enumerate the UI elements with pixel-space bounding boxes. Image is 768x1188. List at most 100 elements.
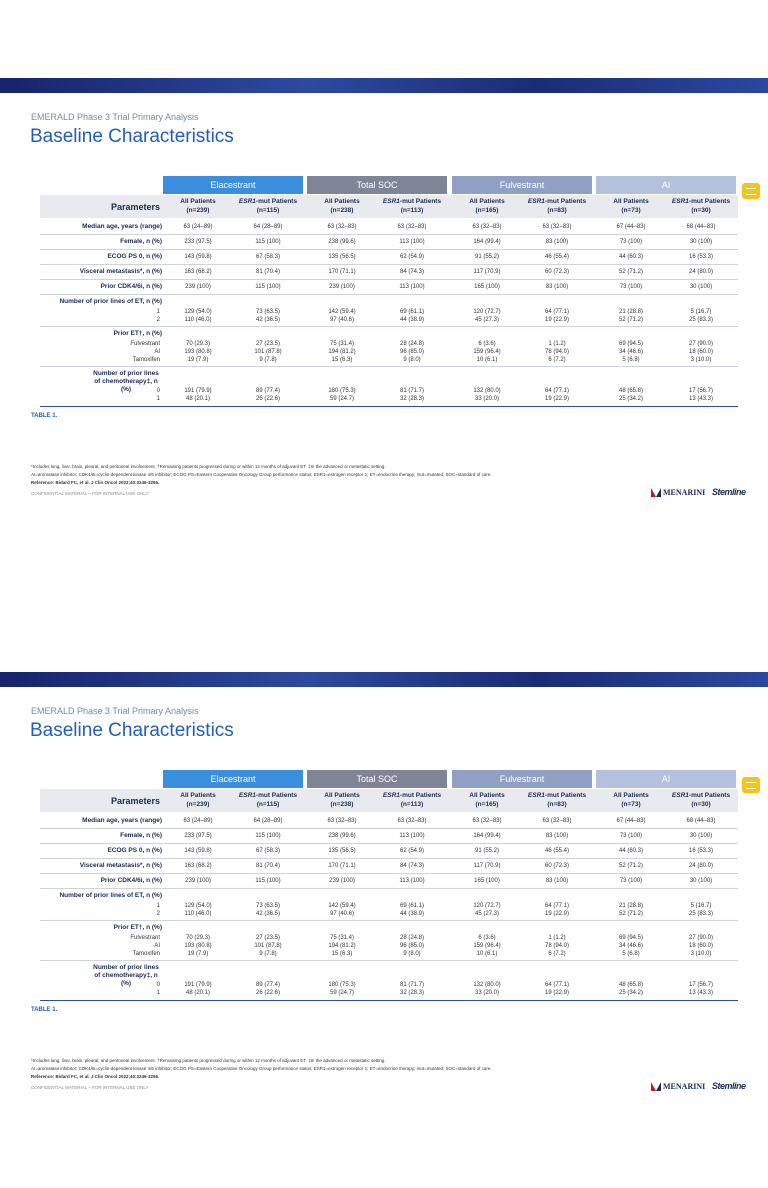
subheader-n: (n=239) [186, 801, 210, 808]
cell: 135 (56.5) [328, 848, 356, 854]
row-separator [40, 873, 738, 874]
cell: 70 (29.3) [185, 341, 210, 347]
cell: 78 (94.0) [544, 943, 569, 949]
cell: 110 (46.0) [184, 911, 212, 917]
cell: 81 (71.7) [399, 982, 424, 988]
cell: 13 (43.3) [688, 396, 713, 402]
cell: 26 (22.6) [255, 990, 280, 996]
cell: 46 (55.4) [544, 254, 569, 260]
cell: 19 (22.9) [544, 990, 569, 996]
subheader: ESR1-mut Patients [228, 198, 308, 206]
cell: 52 (71.2) [618, 317, 643, 323]
footnote: AI=aromatase inhibitor; CDK4/6i=cyclin-d… [31, 1066, 492, 1071]
cell: 59 (24.7) [329, 990, 354, 996]
cell: 10 (6.1) [476, 357, 498, 363]
row-separator [40, 888, 738, 889]
subheader: ESR1-mut Patients [517, 198, 597, 206]
cell: 42 (36.5) [255, 317, 280, 323]
title: Baseline Characteristics [30, 126, 234, 147]
cell: 30 (100) [689, 878, 713, 884]
cell: 52 (71.2) [618, 269, 643, 275]
row-label: Female, n (%) [120, 238, 162, 245]
cell: 16 (53.3) [688, 848, 713, 854]
cell: 24 (80.0) [688, 269, 713, 275]
cell: 15 (6.3) [331, 951, 353, 957]
cell: 117 (70.9) [473, 863, 501, 869]
logo-mark [651, 1082, 661, 1091]
cell: 69 (94.5) [618, 935, 643, 941]
cell: 73 (100) [619, 284, 643, 290]
logo-sub: Stemline [712, 1081, 746, 1091]
subheader: All Patients [591, 792, 671, 800]
cell: 21 (28.8) [618, 309, 643, 315]
row-label: Prior ET†, n (%) [113, 924, 162, 931]
cell: 96 (85.0) [399, 349, 424, 355]
cell: 233 (97.5) [184, 833, 212, 839]
subheader-n: (n=165) [475, 801, 499, 808]
cell: 24 (80.0) [688, 863, 713, 869]
cell: 180 (75.3) [328, 388, 356, 394]
row-label: Prior CDK4/6i, n (%) [100, 877, 162, 884]
cell: 97 (40.6) [329, 911, 354, 917]
caption: TABLE 1. [31, 1007, 58, 1013]
group-header: AI [596, 176, 736, 194]
row-separator [40, 326, 738, 327]
group-header: AI [596, 770, 736, 788]
cell: 9 (7.8) [259, 357, 277, 363]
cell: 75 (31.4) [329, 935, 354, 941]
cell: 67 (58.3) [255, 848, 280, 854]
cell: 194 (81.2) [328, 943, 356, 949]
subtitle: EMERALD Phase 3 Trial Primary Analysis [31, 706, 199, 716]
cell: 5 (16.7) [690, 903, 712, 909]
cell: 83 (100) [545, 833, 569, 839]
cell: 10 (6.1) [476, 951, 498, 957]
cell: 15 (6.3) [331, 357, 353, 363]
cell: 113 (100) [399, 284, 425, 290]
cell: 115 (100) [255, 878, 281, 884]
cell: 63 (32–83) [472, 224, 502, 230]
confidential: CONFIDENTIAL MATERIAL – FOR INTERNAL USE… [31, 491, 149, 496]
cell: 143 (59.8) [184, 254, 212, 260]
cell: 84 (74.3) [399, 863, 424, 869]
cell: 191 (79.9) [184, 982, 212, 988]
group-header: Fulvestrant [452, 770, 592, 788]
subheader-n: (n=83) [547, 207, 567, 214]
cell: 120 (72.7) [473, 903, 501, 909]
row-sublabel: Fulvestrant [130, 935, 160, 941]
cell: 1 (1.2) [548, 341, 566, 347]
cell: 34 (46.6) [618, 349, 643, 355]
subheader-bg [40, 789, 738, 812]
cell: 113 (100) [399, 878, 425, 884]
chat-icon[interactable] [742, 777, 760, 793]
subheader-n: (n=113) [400, 801, 424, 808]
slide: EMERALD Phase 3 Trial Primary Analysis Ba… [0, 78, 768, 497]
cell: 165 (100) [474, 878, 500, 884]
cell: 28 (24.8) [399, 341, 424, 347]
cell: 70 (29.3) [185, 935, 210, 941]
cell: 67 (44–83) [616, 224, 646, 230]
cell: 63 (32–83) [397, 224, 427, 230]
subheader-n: (n=115) [256, 801, 280, 808]
subheader-text: All Patients [469, 198, 505, 205]
cell: 48 (20.1) [185, 990, 210, 996]
cell: 6 (7.2) [548, 357, 566, 363]
row-separator [40, 843, 738, 844]
subheader-italic: ESR1 [382, 198, 400, 205]
logo-sub: Stemline [712, 487, 746, 497]
subheader: All Patients [302, 792, 382, 800]
cell: 239 (100) [185, 284, 211, 290]
subheader: ESR1-mut Patients [661, 792, 741, 800]
row-separator [40, 366, 738, 367]
row-separator [40, 828, 738, 829]
subheader-italic: ESR1 [671, 792, 689, 799]
row-label: Number of prior lines of chemotherapy‡, … [93, 370, 159, 393]
cell: 48 (65.8) [618, 388, 643, 394]
cell: 60 (72.3) [544, 863, 569, 869]
group-header: Fulvestrant [452, 176, 592, 194]
cell: 9 (8.0) [403, 951, 421, 957]
chat-icon[interactable] [742, 183, 760, 199]
subheader-text: -mut Patients [255, 792, 298, 799]
cell: 120 (72.7) [473, 309, 501, 315]
cell: 64 (77.1) [544, 388, 569, 394]
cell: 18 (60.0) [688, 349, 713, 355]
